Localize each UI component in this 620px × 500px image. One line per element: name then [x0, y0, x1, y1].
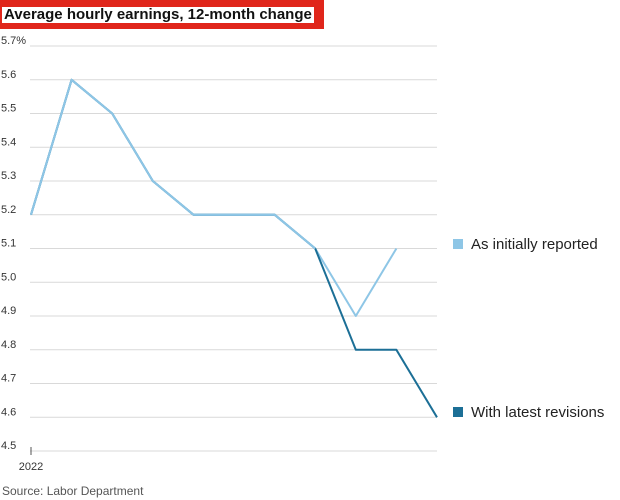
- y-tick-label: 4.7: [1, 373, 16, 385]
- legend-initial-label: As initially reported: [471, 236, 598, 253]
- series-line-shared: [30, 78, 316, 250]
- y-tick-label: 5.7%: [1, 35, 26, 47]
- y-tick-label: 5.3: [1, 170, 16, 182]
- y-tick-label: 4.8: [1, 339, 16, 351]
- y-tick-label: 5.6: [1, 69, 16, 81]
- y-tick-label: 5.2: [1, 204, 16, 216]
- source-note: Source: Labor Department: [2, 484, 144, 498]
- legend-revised-label: With latest revisions: [471, 404, 604, 421]
- y-tick-label: 5.0: [1, 271, 16, 283]
- y-tick-label: 4.5: [1, 440, 16, 452]
- title-banner: Average hourly earnings, 12-month change: [0, 0, 324, 29]
- series-line-initial: [30, 78, 398, 317]
- y-tick-label: 5.5: [1, 103, 16, 115]
- y-tick-label: 5.4: [1, 136, 16, 148]
- legend-revised-swatch: [453, 407, 463, 417]
- y-tick-label: 4.6: [1, 406, 16, 418]
- legend-initial-swatch: [453, 239, 463, 249]
- y-tick-label: 4.9: [1, 305, 16, 317]
- chart-title: Average hourly earnings, 12-month change: [2, 5, 314, 23]
- line-chart: 5.7% 5.6 5.5 5.4 5.3 5.2 5.1 5.0 4.9 4.8 4.7 4.6 4.5…: [1, 35, 604, 473]
- x-tick-label: 2022: [19, 461, 43, 473]
- y-tick-label: 5.1: [1, 238, 16, 250]
